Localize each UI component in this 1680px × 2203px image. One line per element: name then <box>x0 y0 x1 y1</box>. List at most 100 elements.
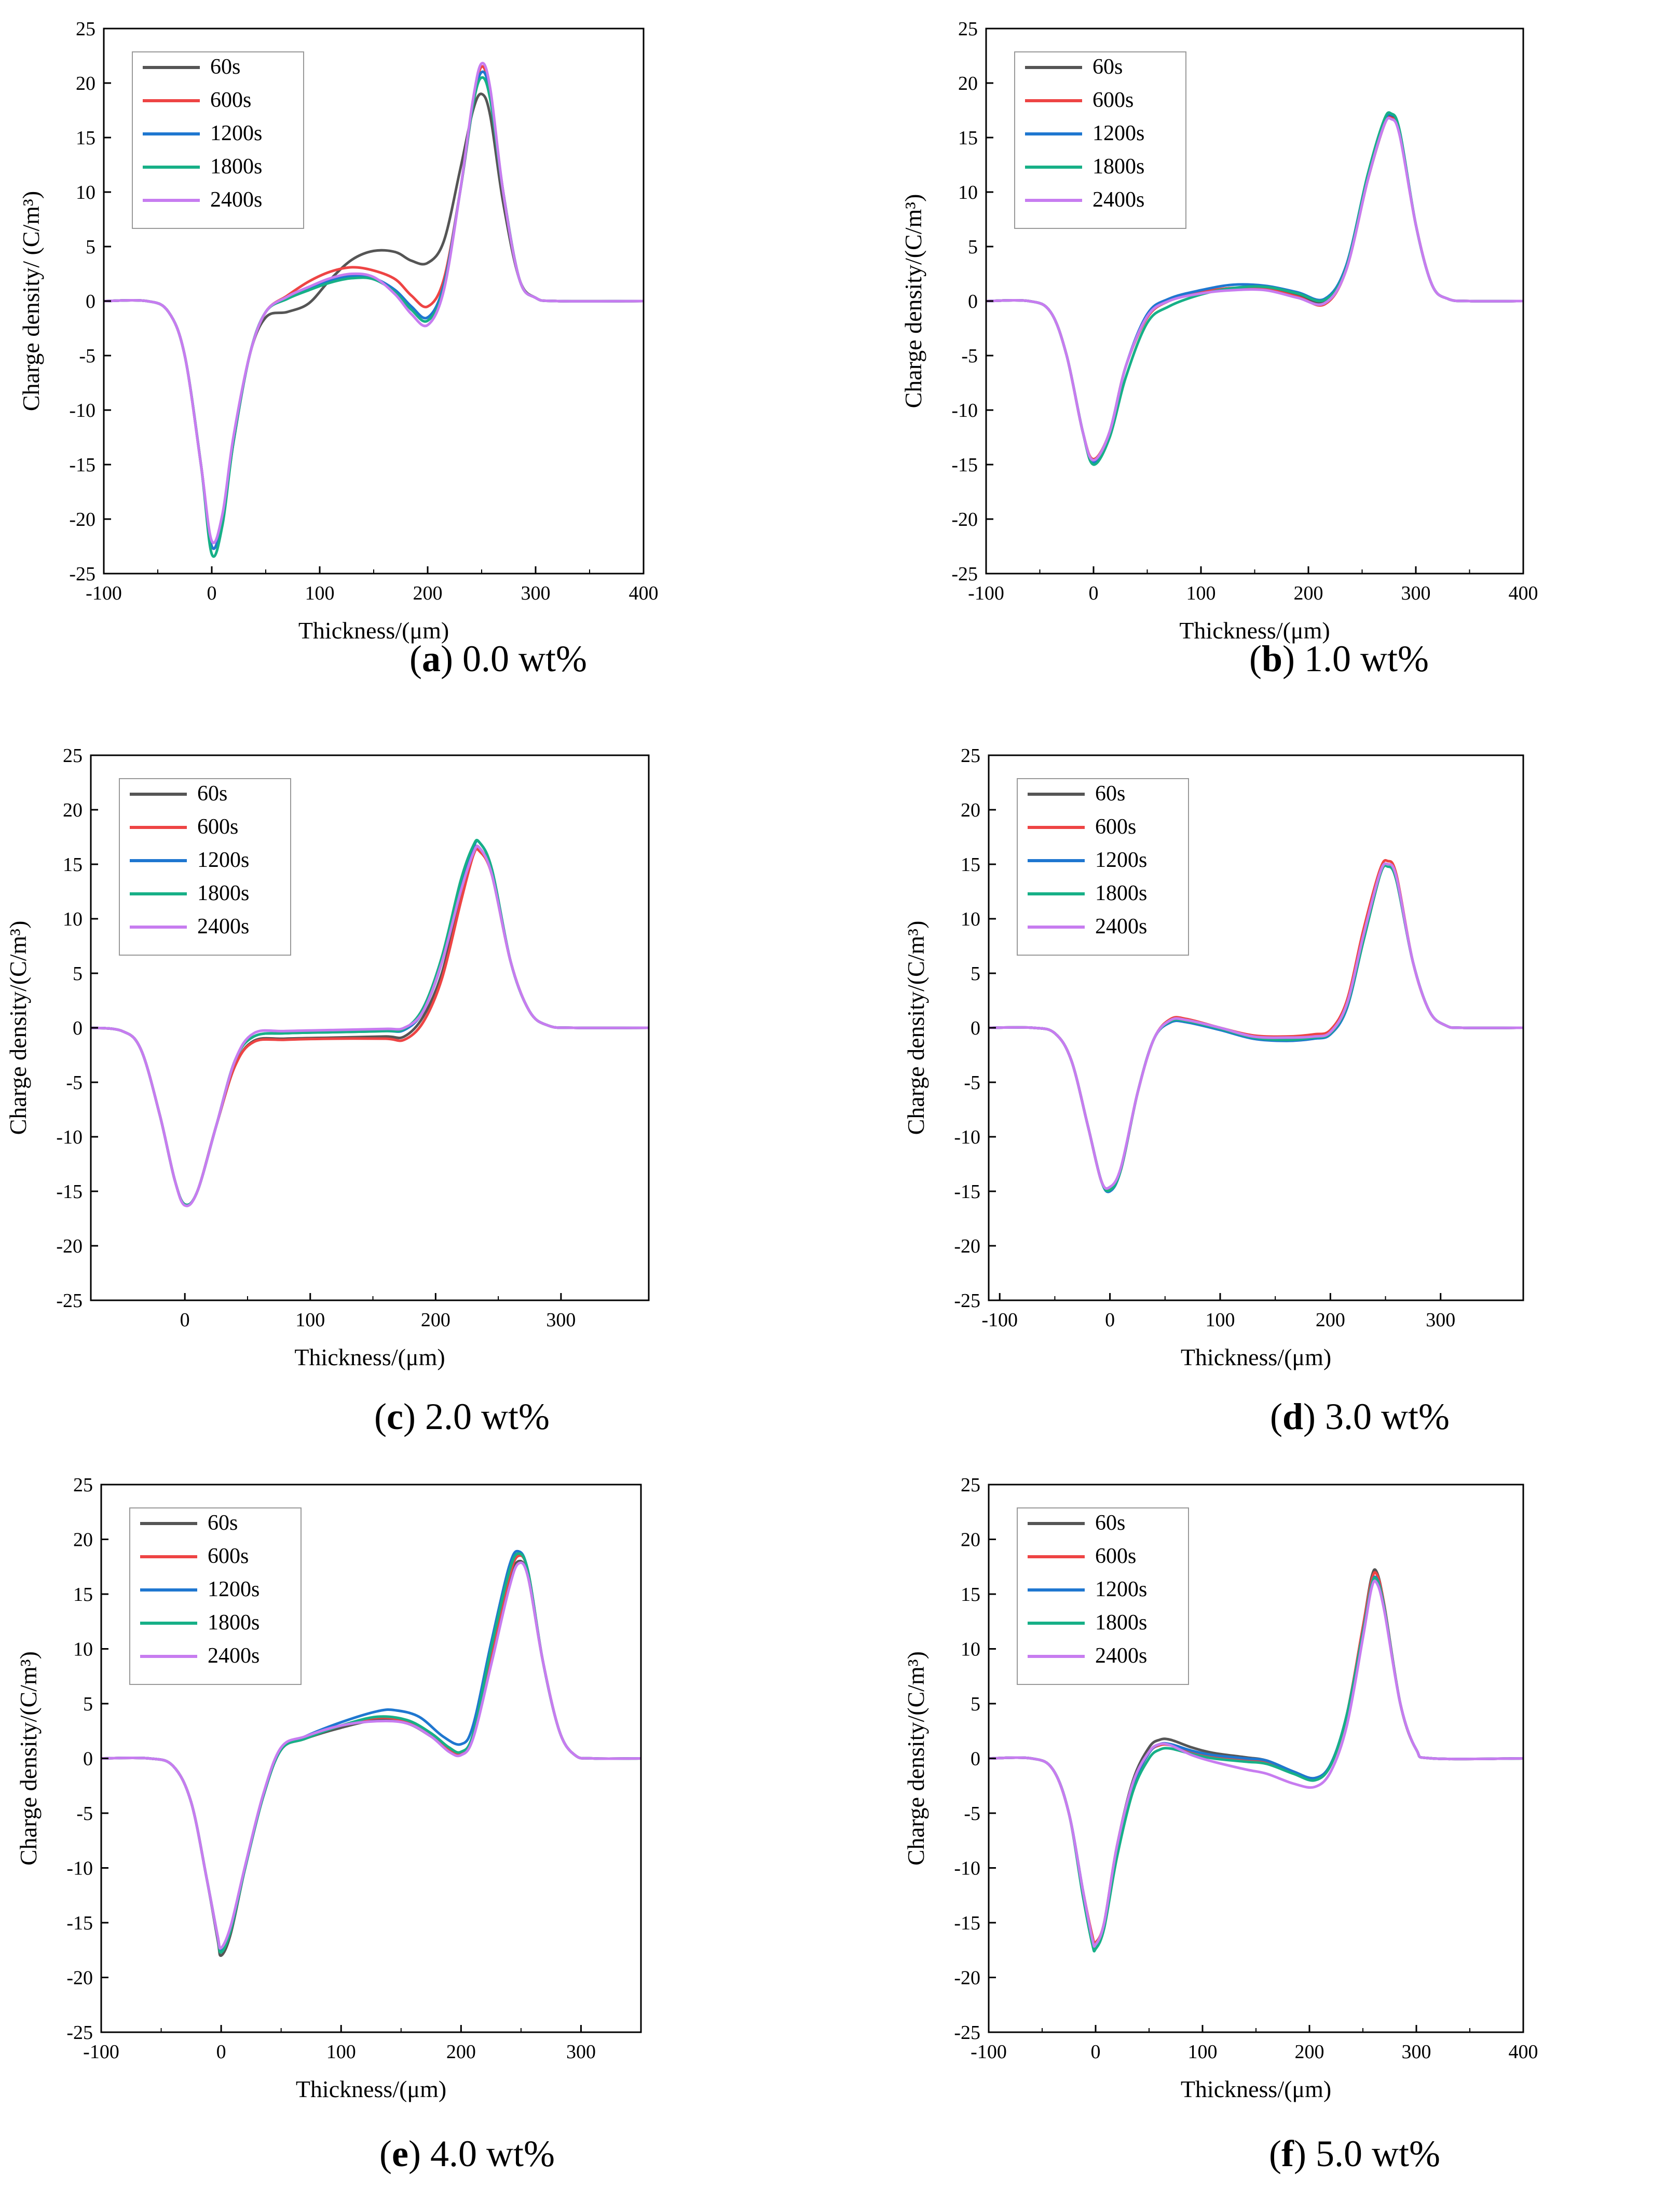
y-tick-label: 25 <box>961 1474 980 1496</box>
legend-label-1200s: 1200s <box>1092 121 1144 145</box>
y-tick-label: 15 <box>958 127 978 149</box>
y-axis-title: Charge density/(C/m³) <box>903 1651 929 1866</box>
y-tick-label: 20 <box>961 799 980 821</box>
y-axis-title: Charge density/(C/m³) <box>5 921 31 1135</box>
x-tick-label: 200 <box>1294 582 1323 604</box>
y-tick-label: 5 <box>83 1693 93 1715</box>
y-tick-label: -5 <box>79 345 95 367</box>
y-axis-title: Charge density/(C/m³) <box>900 194 926 409</box>
x-tick-label: 300 <box>546 1309 576 1331</box>
legend-box <box>119 778 291 956</box>
y-tick-label: 15 <box>63 854 83 876</box>
x-axis-title: Thickness/(μm) <box>1181 2076 1331 2102</box>
y-tick-label: -10 <box>954 1858 980 1880</box>
caption-text: 3.0 wt% <box>1316 1396 1450 1437</box>
y-tick-label: 10 <box>961 908 980 930</box>
y-tick-label: -10 <box>56 1126 83 1148</box>
x-tick-label: -100 <box>968 582 1004 604</box>
y-tick-label: -20 <box>56 1235 83 1257</box>
x-tick-label: 300 <box>1401 582 1431 604</box>
y-tick-label: -5 <box>964 1803 980 1825</box>
x-tick-label: 200 <box>421 1309 450 1331</box>
panel-caption-d: (d) 3.0 wt% <box>1270 1396 1450 1437</box>
x-tick-label: -100 <box>981 1309 1018 1331</box>
y-tick-label: 5 <box>971 963 980 985</box>
panel-letter: c <box>387 1396 403 1437</box>
x-tick-label: 400 <box>629 582 659 604</box>
y-tick-label: 15 <box>961 1584 980 1606</box>
caption-text: 4.0 wt% <box>420 2133 555 2174</box>
y-tick-label: -15 <box>954 1181 980 1203</box>
y-tick-label: 10 <box>961 1639 980 1661</box>
legend-label-1800s: 1800s <box>208 1611 259 1635</box>
y-tick-label: 5 <box>968 236 978 258</box>
x-tick-label: 100 <box>1186 582 1216 604</box>
legend-label-2400s: 2400s <box>208 1644 259 1668</box>
y-tick-label: 15 <box>76 127 95 149</box>
legend-label-60s: 60s <box>1095 1511 1125 1535</box>
x-tick-label: 0 <box>207 582 217 604</box>
x-axis-title: Thickness/(μm) <box>296 2076 446 2102</box>
y-tick-label: -25 <box>951 563 978 585</box>
y-tick-label: -20 <box>951 509 978 531</box>
y-tick-label: 10 <box>73 1639 93 1661</box>
panel-caption-f: (f) 5.0 wt% <box>1269 2133 1440 2174</box>
x-tick-label: -100 <box>86 582 122 604</box>
x-tick-label: 100 <box>295 1309 325 1331</box>
legend-label-1800s: 1800s <box>210 155 262 179</box>
y-tick-label: 15 <box>961 854 980 876</box>
series-line-2400s <box>986 116 1523 462</box>
legend-label-600s: 600s <box>1095 815 1136 839</box>
y-tick-label: -15 <box>951 454 978 476</box>
legend-label-2400s: 2400s <box>197 915 249 939</box>
legend-label-1200s: 1200s <box>210 121 262 145</box>
series-line-2400s <box>989 1580 1523 1948</box>
y-tick-label: 0 <box>971 1748 980 1770</box>
legend-label-1200s: 1200s <box>197 848 249 872</box>
y-tick-label: 25 <box>958 18 978 40</box>
y-tick-label: -15 <box>66 1912 93 1934</box>
legend-label-60s: 60s <box>197 782 227 806</box>
y-tick-label: 0 <box>83 1748 93 1770</box>
caption-text: 5.0 wt% <box>1306 2133 1440 2174</box>
y-tick-label: 5 <box>971 1693 980 1715</box>
legend-label-600s: 600s <box>208 1544 249 1568</box>
legend-label-2400s: 2400s <box>1095 1644 1147 1668</box>
legend-label-2400s: 2400s <box>1092 188 1144 212</box>
y-tick-label: 0 <box>968 291 978 312</box>
x-axis-title: Thickness/(μm) <box>298 617 449 644</box>
legend-label-1200s: 1200s <box>208 1578 259 1601</box>
y-tick-label: -20 <box>66 1967 93 1989</box>
x-tick-label: 200 <box>413 582 443 604</box>
y-tick-label: 20 <box>76 73 95 94</box>
panel-caption-c: (c) 2.0 wt% <box>374 1396 550 1437</box>
x-tick-label: 100 <box>305 582 335 604</box>
legend-label-2400s: 2400s <box>210 188 262 212</box>
x-tick-label: 100 <box>326 2041 356 2063</box>
panel-caption-b: (b) 1.0 wt% <box>1249 638 1429 679</box>
x-tick-label: 200 <box>1295 2041 1324 2063</box>
y-tick-label: -10 <box>954 1126 980 1148</box>
y-tick-label: -15 <box>954 1912 980 1934</box>
y-tick-label: 5 <box>73 963 83 985</box>
legend-label-1800s: 1800s <box>1092 155 1144 179</box>
caption-text: 2.0 wt% <box>415 1396 550 1437</box>
series-line-2400s <box>91 845 649 1207</box>
panel-letter: f <box>1281 2133 1294 2174</box>
y-tick-label: -25 <box>69 563 95 585</box>
x-tick-label: 0 <box>216 2041 226 2063</box>
y-axis-title: Charge density/ (C/m³) <box>18 191 44 411</box>
y-tick-label: -10 <box>66 1858 93 1880</box>
y-tick-label: -25 <box>66 2022 93 2044</box>
y-tick-label: -5 <box>964 1072 980 1094</box>
legend-label-600s: 600s <box>1092 88 1133 112</box>
x-axis-title: Thickness/(μm) <box>1181 1344 1331 1370</box>
y-tick-label: 0 <box>971 1017 980 1039</box>
legend-label-60s: 60s <box>208 1511 238 1535</box>
legend-label-1800s: 1800s <box>1095 1611 1147 1635</box>
